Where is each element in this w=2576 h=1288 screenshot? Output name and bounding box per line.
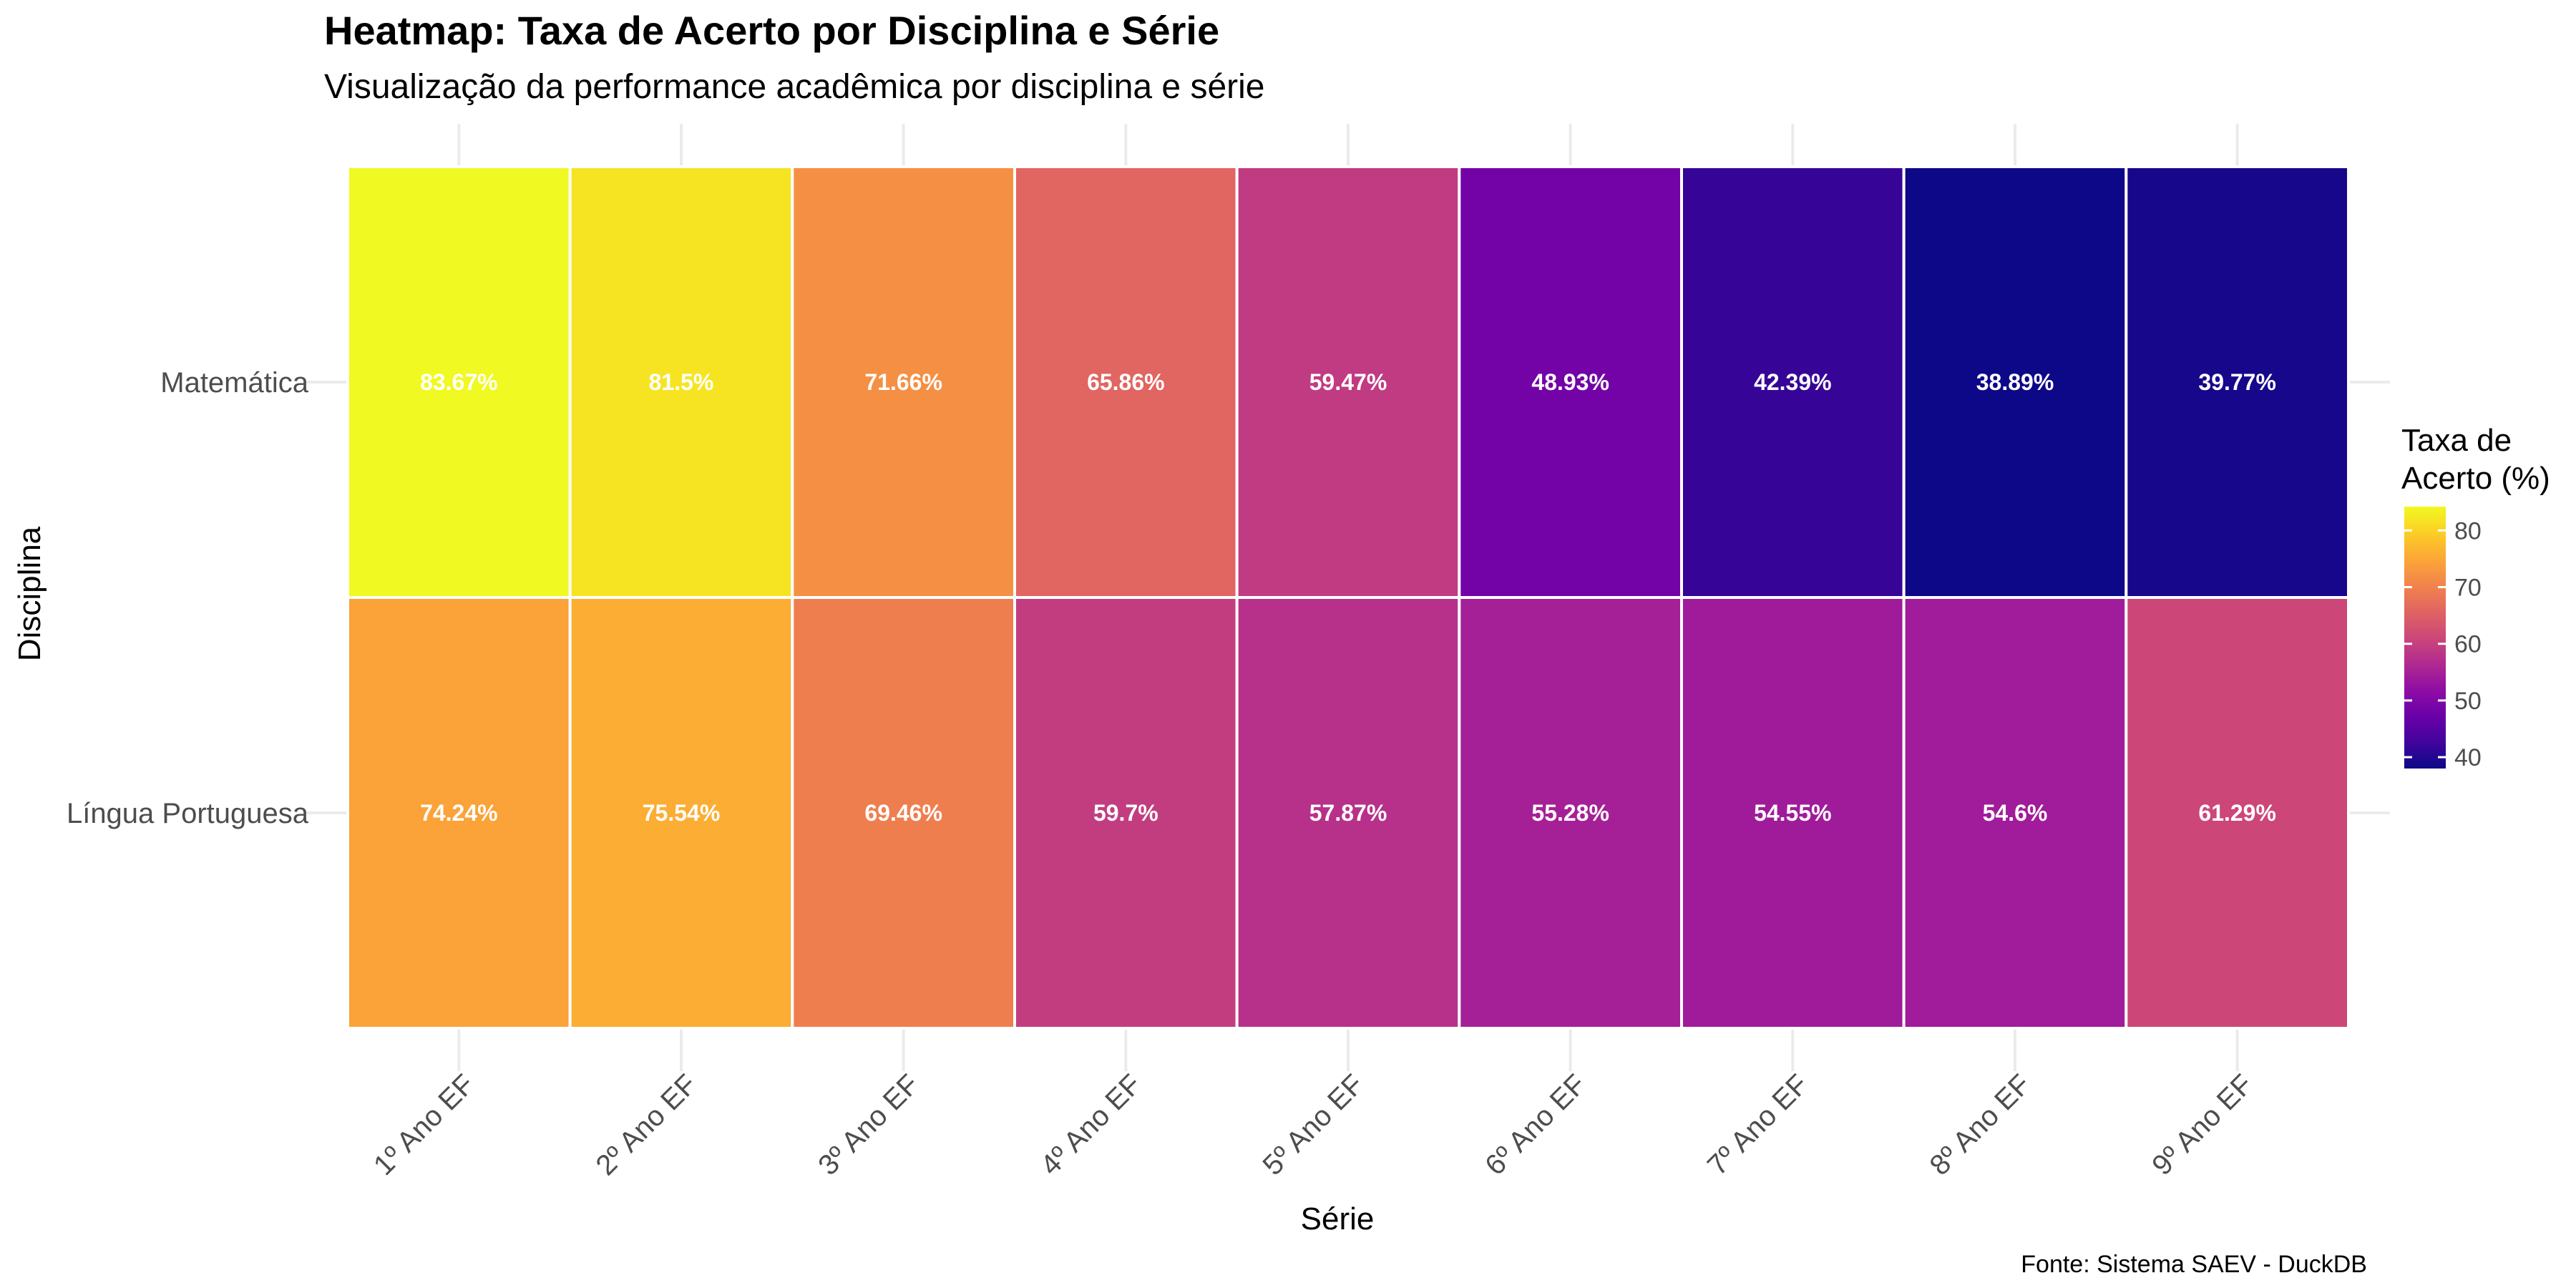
chart-caption: Fonte: Sistema SAEV - DuckDB (2021, 1251, 2367, 1278)
heatmap-cell (1013, 165, 1239, 599)
cell-value-label: 39.77% (2198, 369, 2276, 395)
x-tick-label: 6º Ano EF (1479, 1068, 1592, 1181)
legend-tick-label: 60 (2454, 631, 2482, 658)
y-axis-title: Disciplina (12, 526, 47, 661)
y-tick-label: Matemática (160, 367, 308, 399)
color-legend: Taxa de Acerto (%) 80 70 60 50 40 (2401, 423, 2550, 771)
heatmap-cell (1458, 596, 1684, 1030)
cell-value-label: 81.5% (649, 369, 714, 395)
legend-colorbar (2404, 507, 2446, 769)
chart-subtitle: Visualização da performance acadêmica po… (324, 68, 1265, 106)
heatmap-cell (1902, 596, 2128, 1030)
cell-value-labels: 83.67% 81.5% 71.66% 65.86% 59.47% 48.93% 42.39… (420, 369, 2276, 826)
legend-tick-label: 40 (2454, 744, 2482, 771)
cell-value-label: 61.29% (2198, 800, 2276, 826)
cell-value-label: 65.86% (1087, 369, 1165, 395)
y-tick-label: Língua Portuguesa (67, 798, 309, 829)
x-tick-label: 4º Ano EF (1035, 1068, 1148, 1181)
x-tick-label: 2º Ano EF (590, 1068, 703, 1181)
heatmap-cell (2124, 165, 2350, 599)
cell-value-label: 54.55% (1754, 800, 1832, 826)
heatmap-tiles (346, 165, 2350, 1030)
x-axis-title: Série (1301, 1201, 1375, 1236)
cell-value-label: 71.66% (864, 369, 942, 395)
x-tick-label: 3º Ano EF (812, 1068, 925, 1181)
cell-value-label: 75.54% (643, 800, 721, 826)
x-tick-label: 5º Ano EF (1257, 1068, 1370, 1181)
heatmap-cell (1235, 165, 1461, 599)
cell-value-label: 54.6% (1983, 800, 2048, 826)
legend-tick-label: 70 (2454, 574, 2482, 601)
x-tick-label: 9º Ano EF (2146, 1068, 2259, 1181)
legend-title-line-2: Acerto (%) (2401, 461, 2550, 496)
heatmap-cell (1680, 165, 1906, 599)
chart-title: Heatmap: Taxa de Acerto por Disciplina e… (324, 8, 1219, 53)
y-axis-tick-labels: Matemática Língua Portuguesa (67, 367, 309, 829)
cell-value-label: 59.47% (1309, 369, 1387, 395)
cell-value-label: 69.46% (864, 800, 942, 826)
heatmap-cell (1458, 165, 1684, 599)
cell-value-label: 55.28% (1531, 800, 1609, 826)
cell-value-label: 74.24% (420, 800, 498, 826)
heatmap-cell (346, 165, 572, 599)
heatmap-cell (346, 596, 572, 1030)
cell-value-label: 83.67% (420, 369, 498, 395)
heatmap-cell (1680, 596, 1906, 1030)
legend-tick-label: 80 (2454, 517, 2482, 545)
heatmap-cell (791, 165, 1017, 599)
cell-value-label: 48.93% (1531, 369, 1609, 395)
heatmap-cell (1013, 596, 1239, 1030)
heatmap-cell (568, 165, 794, 599)
cell-value-label: 38.89% (1976, 369, 2054, 395)
heatmap-cell (2124, 596, 2350, 1030)
x-tick-label: 8º Ano EF (1924, 1068, 2037, 1181)
heatmap-cell (791, 596, 1017, 1030)
cell-value-label: 59.7% (1093, 800, 1158, 826)
x-axis-tick-labels: 1º Ano EF 2º Ano EF 3º Ano EF 4º Ano EF 5º A… (368, 1068, 2259, 1181)
legend-tick-label: 50 (2454, 688, 2482, 715)
x-tick-label: 1º Ano EF (368, 1068, 481, 1181)
legend-ticks: 80 70 60 50 40 (2404, 517, 2482, 771)
heatmap-cell (1235, 596, 1461, 1030)
cell-value-label: 42.39% (1754, 369, 1832, 395)
cell-value-label: 57.87% (1309, 800, 1387, 826)
heatmap-cell (568, 596, 794, 1030)
legend-title-line-1: Taxa de (2401, 423, 2512, 458)
x-tick-label: 7º Ano EF (1702, 1068, 1815, 1181)
